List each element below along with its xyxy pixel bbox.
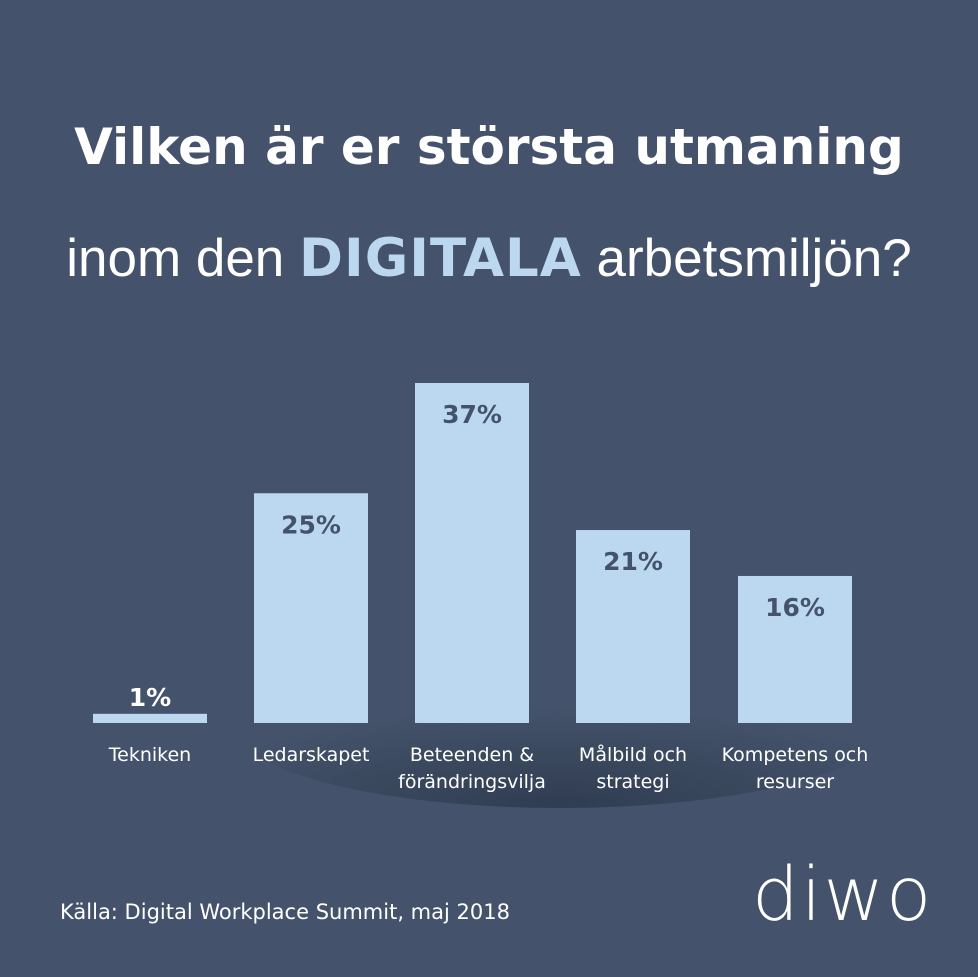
category-label-2-1: förändringsvilja xyxy=(398,771,546,793)
category-label-4-1: resurser xyxy=(756,771,834,793)
chart-title-line2: inom den DIGITALA arbetsmiljön? xyxy=(0,228,978,289)
title-suffix: arbetsmiljön? xyxy=(581,229,912,288)
bar-value-label-0: 1% xyxy=(129,683,171,712)
category-label-3-1: strategi xyxy=(596,771,669,793)
chart-title-line1: Vilken är er största utmaning xyxy=(74,118,904,176)
bar-value-label-2: 37% xyxy=(442,400,502,429)
bar-0 xyxy=(93,713,207,723)
category-label-0-0: Tekniken xyxy=(108,744,191,766)
source-caption: Källa: Digital Workplace Summit, maj 201… xyxy=(60,900,510,924)
bar-value-label-1: 25% xyxy=(281,510,341,539)
bar-value-label-3: 21% xyxy=(603,547,663,576)
category-label-3-0: Målbild och xyxy=(579,743,687,766)
floor-shadow xyxy=(230,638,890,808)
title-prefix: inom den xyxy=(66,229,300,288)
category-label-1-0: Ledarskapet xyxy=(253,744,370,766)
brand-logo: diwo xyxy=(752,852,934,938)
bar-2 xyxy=(415,383,529,723)
bar-1 xyxy=(254,493,368,723)
title-highlight: DIGITALA xyxy=(299,228,582,289)
bar-3 xyxy=(576,530,690,723)
bar-4 xyxy=(738,575,852,723)
category-label-4-0: Kompetens och xyxy=(722,744,869,766)
category-label-2-0: Beteenden & xyxy=(410,744,534,766)
bar-value-label-4: 16% xyxy=(765,593,825,622)
